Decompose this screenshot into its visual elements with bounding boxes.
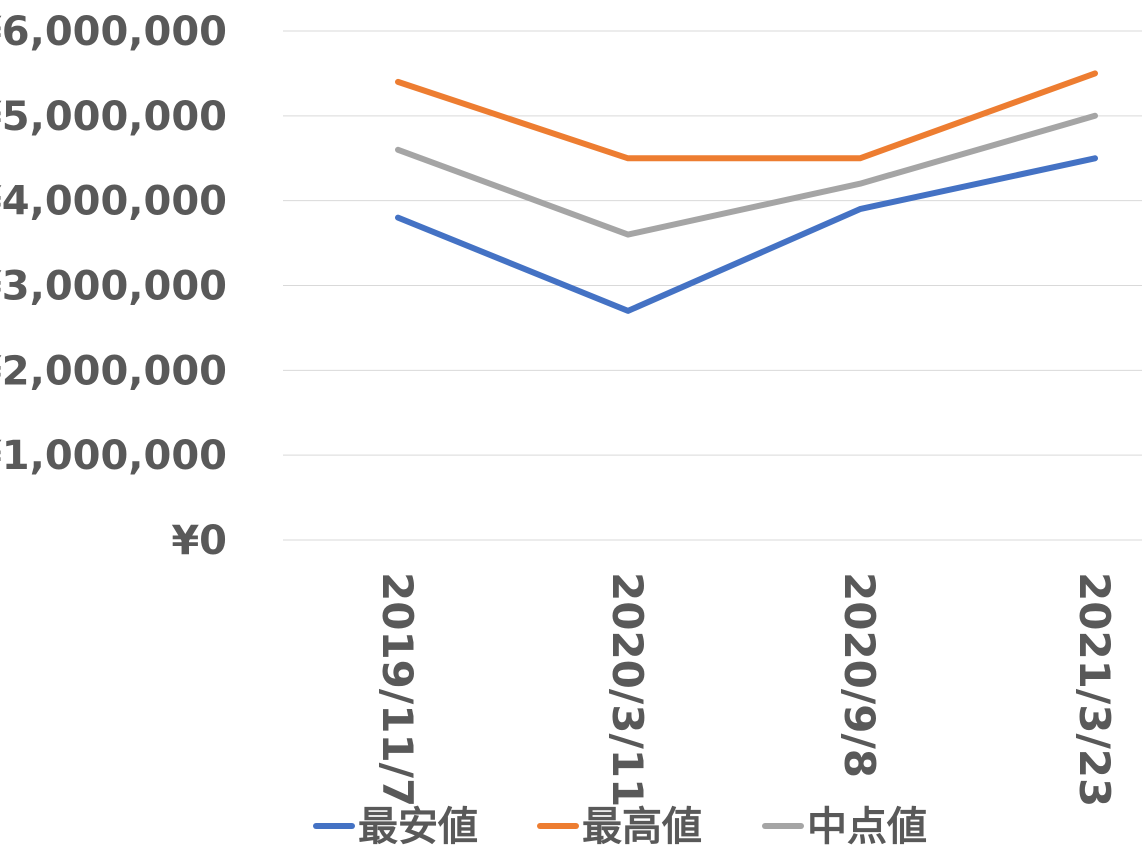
- legend: 最安値 最高値 中点値: [313, 804, 927, 850]
- y-tick-label: ¥3,000,000: [0, 264, 227, 310]
- gridlines: [283, 30, 1142, 541]
- legend-label: 中点値: [807, 804, 927, 850]
- series-lines: [395, 70, 1098, 314]
- legend-label: 最安値: [358, 804, 478, 850]
- y-axis-tick-labels: ¥0 ¥1,000,000 ¥2,000,000 ¥3,000,000 ¥4,000,0…: [0, 9, 227, 564]
- series-line-1: [395, 155, 1098, 314]
- x-axis-tick-labels: 2019/11/7 2020/3/11 2020/9/8 2021/3/23: [373, 572, 1119, 807]
- y-tick-label: ¥4,000,000: [0, 179, 227, 225]
- y-tick-label: ¥0: [171, 518, 227, 564]
- legend-label: 最高値: [582, 804, 702, 850]
- y-tick-label: ¥6,000,000: [0, 9, 227, 55]
- y-tick-label: ¥1,000,000: [0, 433, 227, 479]
- y-tick-label: ¥5,000,000: [0, 94, 227, 140]
- x-tick-label: 2020/3/11: [603, 572, 652, 807]
- y-tick-label: ¥2,000,000: [0, 348, 227, 394]
- series-line-2: [395, 70, 1098, 162]
- x-tick-label: 2019/11/7: [373, 572, 422, 807]
- x-tick-label: 2020/9/8: [835, 572, 884, 778]
- x-tick-label: 2021/3/23: [1070, 572, 1119, 807]
- series-line-3: [395, 112, 1098, 238]
